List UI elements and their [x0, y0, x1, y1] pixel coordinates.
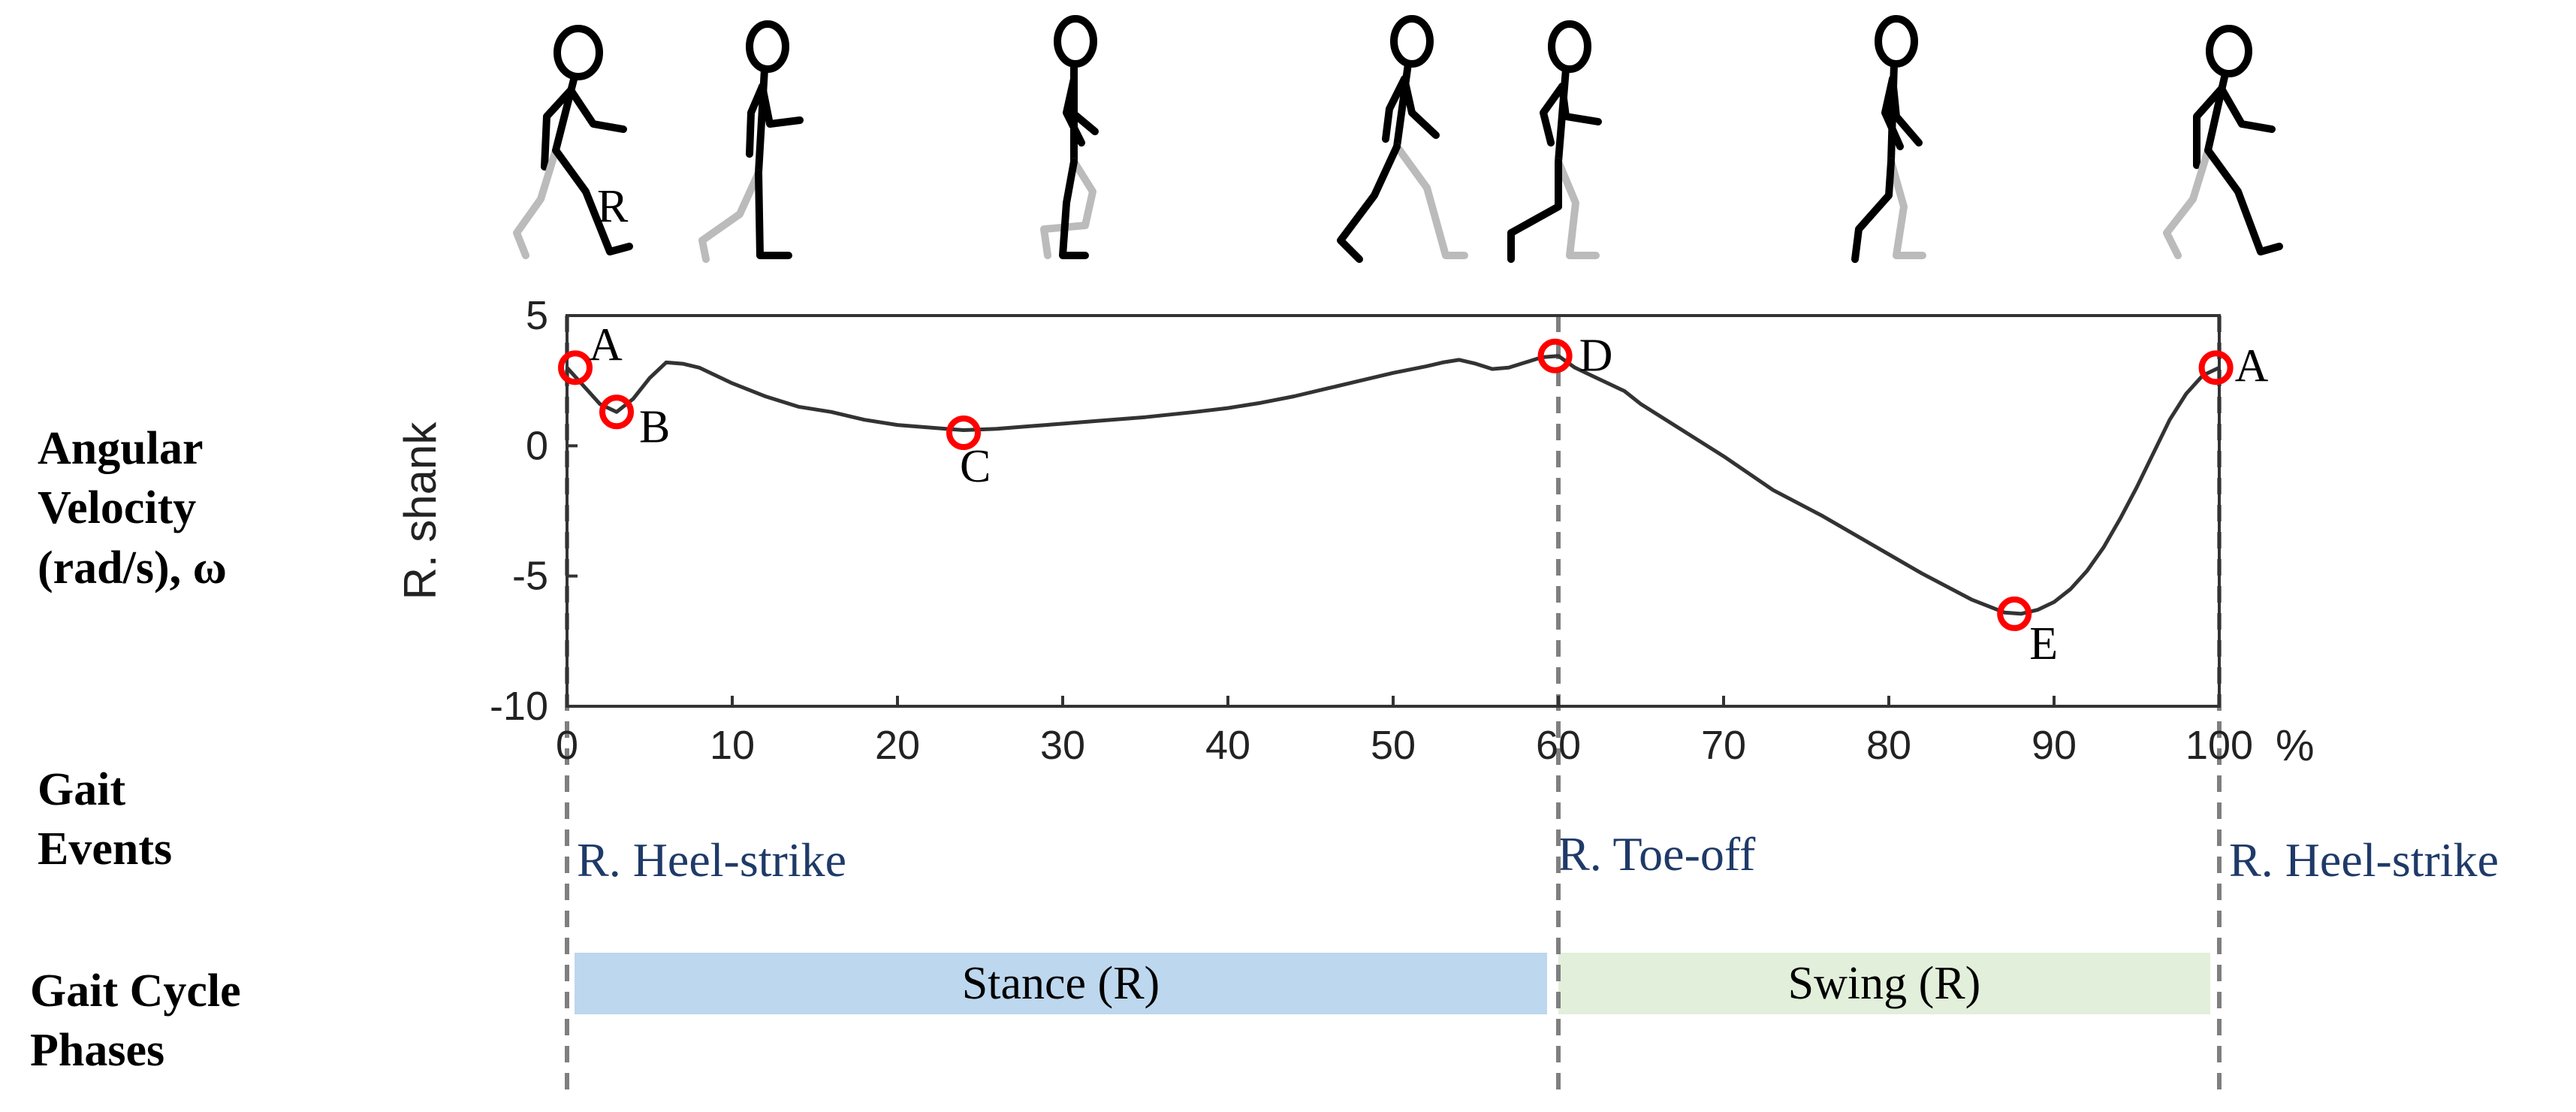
stick-figure-3 [1040, 15, 1099, 259]
swing-phase-bar: Swing (R) [1558, 953, 2210, 1014]
row-label-line: (rad/s), ω [38, 542, 227, 594]
x-tick-label: 0 [556, 723, 578, 768]
stick-figure-7 [2163, 25, 2283, 259]
row-label-line: Phases [30, 1025, 165, 1077]
figure-marker-r: R [597, 181, 629, 232]
x-tick-label: 70 [1701, 723, 1746, 768]
marker-circle-e [1997, 596, 2032, 631]
row-label-line: Angular [38, 423, 204, 474]
event-toe-off: R. Toe-off [1558, 827, 1756, 881]
marker-circle-d [1537, 338, 1573, 373]
row-label-line: Velocity [38, 482, 197, 534]
y-axis-label: R. shank [395, 422, 445, 600]
stick-figure-2 [698, 20, 804, 263]
stick-figure-4 [1337, 15, 1468, 263]
stick-figure-6 [1851, 15, 1926, 263]
marker-label-a: A [589, 319, 623, 370]
row-label-line: Events [38, 823, 173, 875]
marker-label-a: A [2235, 340, 2269, 391]
y-tick-label: 5 [526, 293, 548, 338]
gait-phases-label: Gait Cycle Phases [30, 962, 241, 1081]
stick-figure-1: R [513, 25, 633, 259]
marker-circle-a [558, 350, 593, 385]
walking-figures: R [513, 15, 2283, 263]
y-tick-label: 0 [526, 423, 548, 468]
gait-events-label: Gait Events [38, 760, 172, 880]
angular-velocity-curve [566, 354, 2221, 616]
marker-circle-a [2198, 350, 2234, 385]
y-tick-label: -5 [512, 554, 548, 599]
event-heel-strike-end: R. Heel-strike [2229, 833, 2499, 887]
angular-velocity-label: Angular Velocity (rad/s), ω [38, 419, 227, 598]
marker-label-d: D [1579, 331, 1613, 382]
x-tick-label: 10 [710, 723, 755, 768]
x-tick-label: 100 [2185, 723, 2253, 768]
x-tick-label: 60 [1536, 723, 1581, 768]
marker-label-c: C [960, 441, 991, 492]
x-tick-label: 20 [875, 723, 920, 768]
x-tick-label: 50 [1371, 723, 1416, 768]
marker-circle-c [946, 415, 981, 450]
stick-figure-5 [1507, 20, 1602, 263]
marker-circle-b [599, 394, 634, 430]
marker-label-e: E [2029, 618, 2058, 669]
marker-label-b: B [639, 401, 670, 452]
row-label-line: Gait Cycle [30, 965, 241, 1017]
event-heel-strike-start: R. Heel-strike [577, 833, 846, 887]
y-tick-label: -10 [490, 684, 548, 729]
x-axis-unit-label: % [2276, 721, 2315, 770]
x-tick-label: 40 [1205, 723, 1250, 768]
x-tick-label: 30 [1040, 723, 1085, 768]
stance-phase-label: Stance (R) [961, 957, 1160, 1009]
x-tick-label: 80 [1866, 723, 1911, 768]
row-label-line: Gait [38, 764, 126, 815]
stance-phase-bar: Stance (R) [575, 953, 1547, 1014]
swing-phase-label: Swing (R) [1787, 957, 1981, 1009]
x-tick-label: 90 [2032, 723, 2077, 768]
